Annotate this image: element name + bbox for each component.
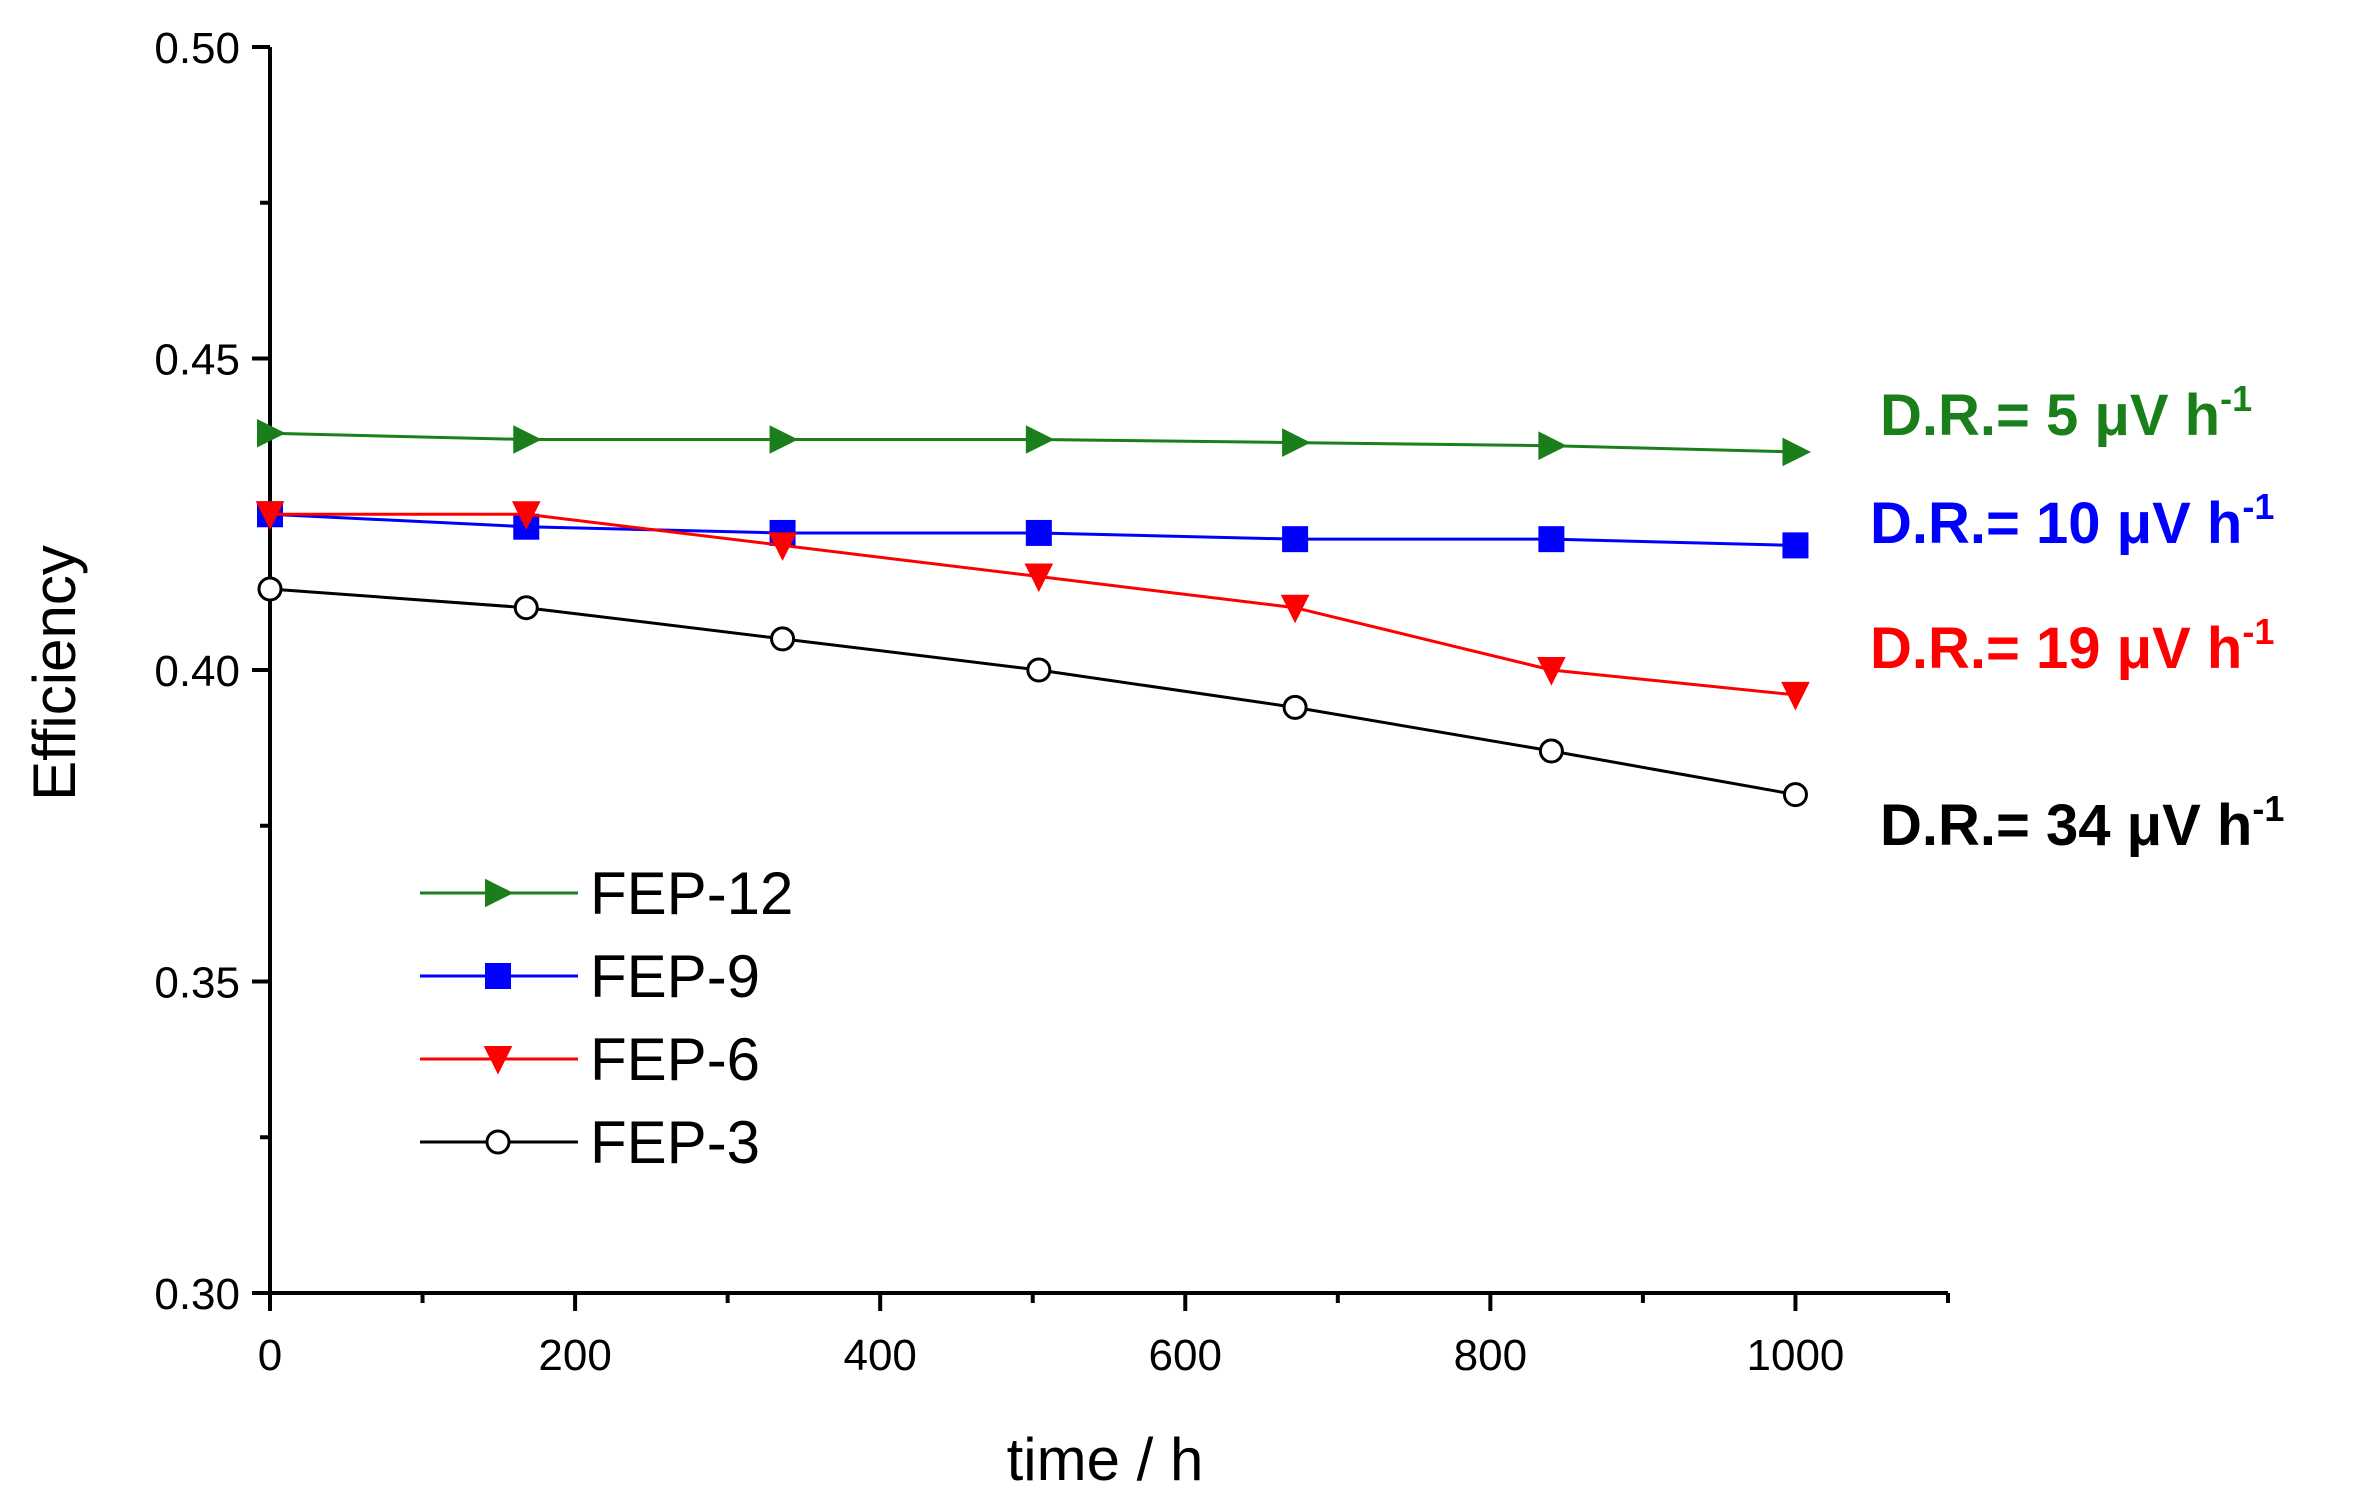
x-axis-title: time / h	[1007, 1426, 1204, 1493]
drift-rate-unit-exponent: -1	[2242, 611, 2274, 652]
drift-rate-value: D.R.= 34 μV h	[1880, 793, 2252, 858]
drift-rate-label-fep-6: D.R.= 19 μV h-1	[1870, 611, 2274, 681]
x-tick-label: 1000	[1747, 1331, 1845, 1380]
series-fep-9	[257, 501, 1809, 559]
data-point-fep-12	[1538, 431, 1567, 461]
legend-marker-fep-6	[483, 1046, 513, 1075]
data-point-fep-9	[1782, 532, 1809, 559]
data-point-fep-9	[1538, 526, 1565, 553]
x-tick-label: 600	[1149, 1331, 1222, 1380]
legend-item-fep-9: FEP-9	[420, 943, 760, 1010]
series-layer	[255, 418, 1812, 808]
legend-marker-fep-9	[485, 963, 511, 989]
legend-item-fep-12: FEP-12	[420, 860, 793, 927]
data-point-fep-6	[1280, 594, 1310, 624]
data-point-fep-9	[1025, 519, 1052, 546]
data-point-fep-3	[1782, 782, 1808, 808]
legend-item-fep-3: FEP-3	[420, 1109, 760, 1176]
legend: FEP-12 FEP-9 FEP-6 FEP-3	[420, 860, 793, 1176]
data-point-fep-12	[1782, 437, 1812, 467]
series-line-fep-3	[269, 587, 1796, 797]
data-point-fep-12	[769, 425, 799, 454]
legend-label: FEP-9	[590, 943, 760, 1010]
y-tick-label: 0.30	[154, 1270, 240, 1319]
legend-label: FEP-3	[590, 1109, 760, 1176]
data-point-fep-3	[770, 626, 796, 652]
drift-rate-label-fep-12: D.R.= 5 μV h-1	[1880, 378, 2252, 448]
y-tick-label: 0.40	[154, 647, 240, 696]
data-point-fep-12	[1282, 428, 1311, 457]
data-point-fep-12	[257, 418, 286, 448]
data-point-fep-3	[1282, 694, 1308, 720]
data-point-fep-6	[1024, 563, 1054, 593]
y-axis-title: Efficiency	[21, 545, 88, 801]
data-point-fep-6	[511, 501, 541, 530]
legend-label: FEP-6	[590, 1026, 760, 1093]
data-point-fep-3	[513, 595, 539, 621]
legend-item-fep-6: FEP-6	[420, 1026, 760, 1093]
axes: 0 200 400 600 800 1000 0.30 0.35 0.40 0.45 0.50	[154, 24, 1950, 1380]
x-tick-label: 400	[843, 1331, 916, 1380]
series-fep-12	[257, 418, 1812, 467]
annotations: D.R.= 5 μV h-1D.R.= 10 μV h-1D.R.= 19 μV…	[1870, 378, 2284, 858]
x-tick-label: 200	[538, 1331, 611, 1380]
data-point-fep-3	[257, 576, 283, 602]
drift-rate-unit-exponent: -1	[2252, 788, 2284, 829]
drift-rate-unit-exponent: -1	[2242, 486, 2274, 527]
legend-marker-fep-12	[485, 878, 514, 908]
series-fep-6	[255, 501, 1810, 711]
data-point-fep-6	[768, 532, 797, 561]
drift-rate-value: D.R.= 19 μV h	[1870, 616, 2242, 681]
data-point-fep-6	[255, 501, 285, 530]
data-point-fep-3	[1026, 657, 1052, 683]
drift-rate-unit-exponent: -1	[2220, 378, 2252, 419]
x-tick-label: 0	[258, 1331, 282, 1380]
data-point-fep-6	[1537, 657, 1566, 686]
x-tick-label: 800	[1454, 1331, 1527, 1380]
y-tick-label: 0.50	[154, 24, 240, 73]
data-point-fep-6	[1781, 681, 1810, 711]
drift-rate-value: D.R.= 5 μV h	[1880, 383, 2220, 448]
data-point-fep-12	[1025, 425, 1055, 454]
legend-label: FEP-12	[590, 860, 793, 927]
y-tick-label: 0.45	[154, 336, 240, 385]
drift-rate-label-fep-3: D.R.= 34 μV h-1	[1880, 788, 2284, 858]
series-fep-3	[257, 576, 1808, 808]
drift-rate-value: D.R.= 10 μV h	[1870, 491, 2242, 556]
data-point-fep-9	[1282, 526, 1309, 553]
legend-marker-fep-3	[485, 1129, 511, 1155]
data-point-fep-3	[1538, 738, 1564, 764]
y-tick-label: 0.35	[154, 959, 240, 1008]
drift-rate-label-fep-9: D.R.= 10 μV h-1	[1870, 486, 2274, 556]
data-point-fep-12	[513, 425, 542, 454]
